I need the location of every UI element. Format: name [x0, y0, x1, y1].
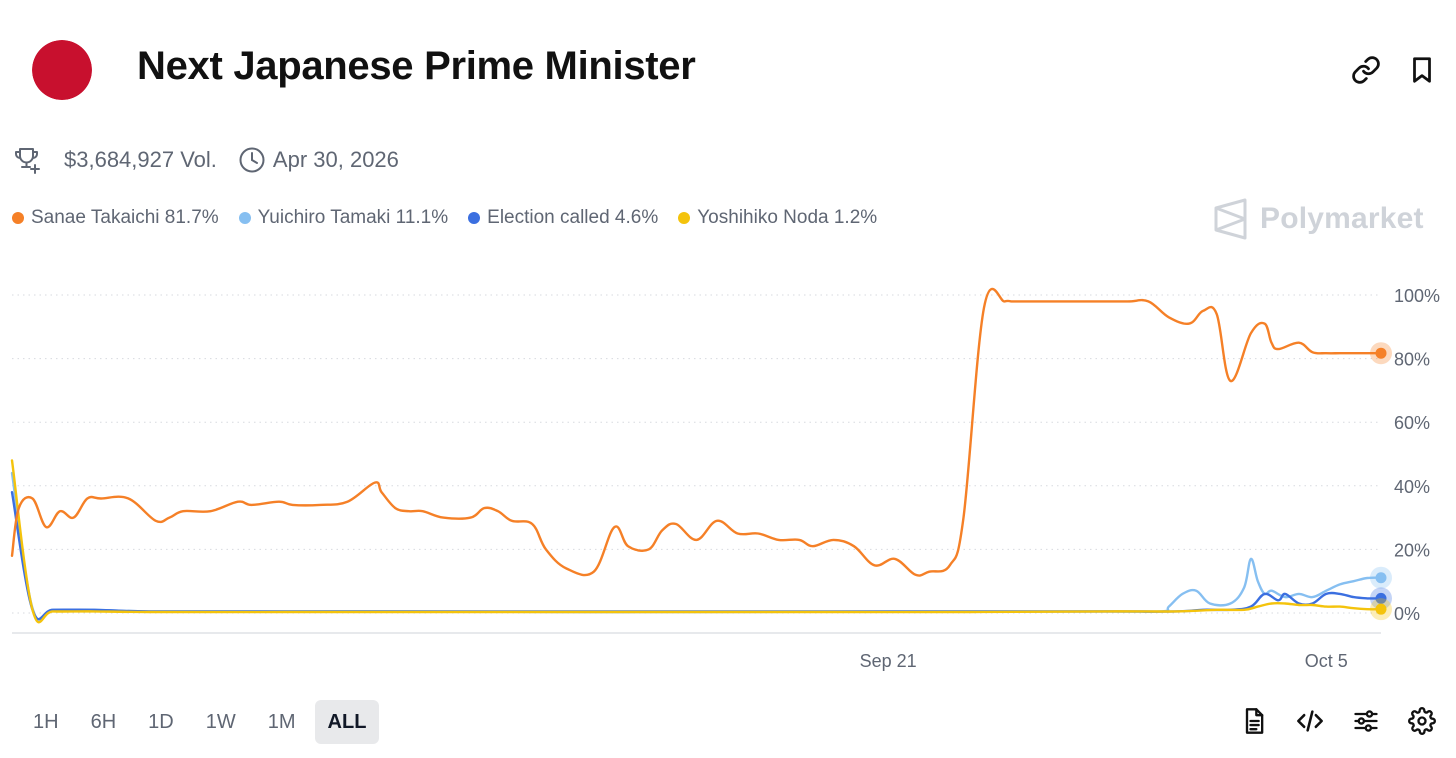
link-icon[interactable] [1351, 55, 1381, 85]
y-tick-label: 40% [1394, 477, 1430, 497]
range-button-1d[interactable]: 1D [148, 710, 174, 733]
range-button-1h[interactable]: 1H [33, 710, 59, 733]
endpoint-dot-yuichiro-tamaki [1375, 572, 1387, 584]
legend-label: Yuichiro Tamaki 11.1% [257, 207, 449, 228]
polymarket-watermark: Polymarket [1214, 198, 1424, 240]
series-line-yuichiro-tamaki [10, 471, 1383, 621]
endpoint-dot-sanae-takaichi [1375, 347, 1387, 359]
chart-legend: Sanae Takaichi 81.7% Yuichiro Tamaki 11.… [12, 207, 897, 229]
legend-label: Sanae Takaichi 81.7% [31, 207, 219, 228]
trophy-icon [12, 145, 42, 175]
legend-dot [238, 212, 251, 224]
legend-dot [678, 212, 691, 224]
legend-dot [12, 212, 24, 224]
series-line-sanae-takaichi [10, 287, 1383, 577]
legend-item-election-called: Election called 4.6% [468, 207, 658, 229]
range-button-all[interactable]: ALL [314, 700, 380, 744]
legend-label: Election called 4.6% [487, 207, 659, 228]
page-title: Next Japanese Prime Minister [137, 44, 696, 88]
document-icon[interactable] [1240, 707, 1268, 735]
x-tick-label: Oct 5 [1305, 651, 1348, 671]
y-tick-label: 100% [1394, 286, 1440, 306]
clock-icon [237, 145, 267, 175]
x-tick-label: Sep 21 [860, 651, 917, 671]
series-line-yoshihiko-noda [10, 459, 1383, 624]
range-button-1w[interactable]: 1W [205, 710, 236, 733]
bookmark-icon[interactable] [1407, 55, 1437, 85]
range-button-6h[interactable]: 6H [90, 710, 117, 733]
brand-name: Polymarket [1260, 202, 1424, 235]
y-tick-label: 80% [1394, 350, 1430, 370]
japan-flag-icon [32, 40, 92, 100]
endpoint-dot-election-called [1375, 592, 1387, 604]
legend-item-noda: Yoshihiko Noda 1.2% [678, 207, 877, 229]
y-tick-label: 60% [1394, 413, 1430, 433]
settings-icon[interactable] [1408, 707, 1436, 735]
range-button-1m[interactable]: 1M [267, 710, 296, 733]
legend-item-takaichi: Sanae Takaichi 81.7% [12, 207, 219, 229]
sliders-icon[interactable] [1352, 707, 1380, 735]
endpoint-dot-yoshihiko-noda [1375, 603, 1387, 615]
volume-text: $3,684,927 Vol. [64, 147, 217, 172]
polymarket-logo-icon [1214, 198, 1247, 240]
y-tick-label: 0% [1394, 604, 1420, 624]
legend-dot [468, 212, 481, 224]
legend-item-tamaki: Yuichiro Tamaki 11.1% [238, 207, 449, 229]
embed-code-icon[interactable] [1296, 707, 1324, 735]
market-meta: $3,684,927 Vol. Apr 30, 2026 [12, 145, 399, 175]
legend-label: Yoshihiko Noda 1.2% [697, 207, 878, 228]
time-range-selector: 1H 6H 1D 1W 1M ALL [20, 700, 385, 744]
y-tick-label: 20% [1394, 540, 1430, 560]
end-date-text: Apr 30, 2026 [272, 147, 399, 172]
probability-chart: 100% 80% 60% 40% 20% 0% Sep 21 Oct 5 [10, 286, 1440, 671]
